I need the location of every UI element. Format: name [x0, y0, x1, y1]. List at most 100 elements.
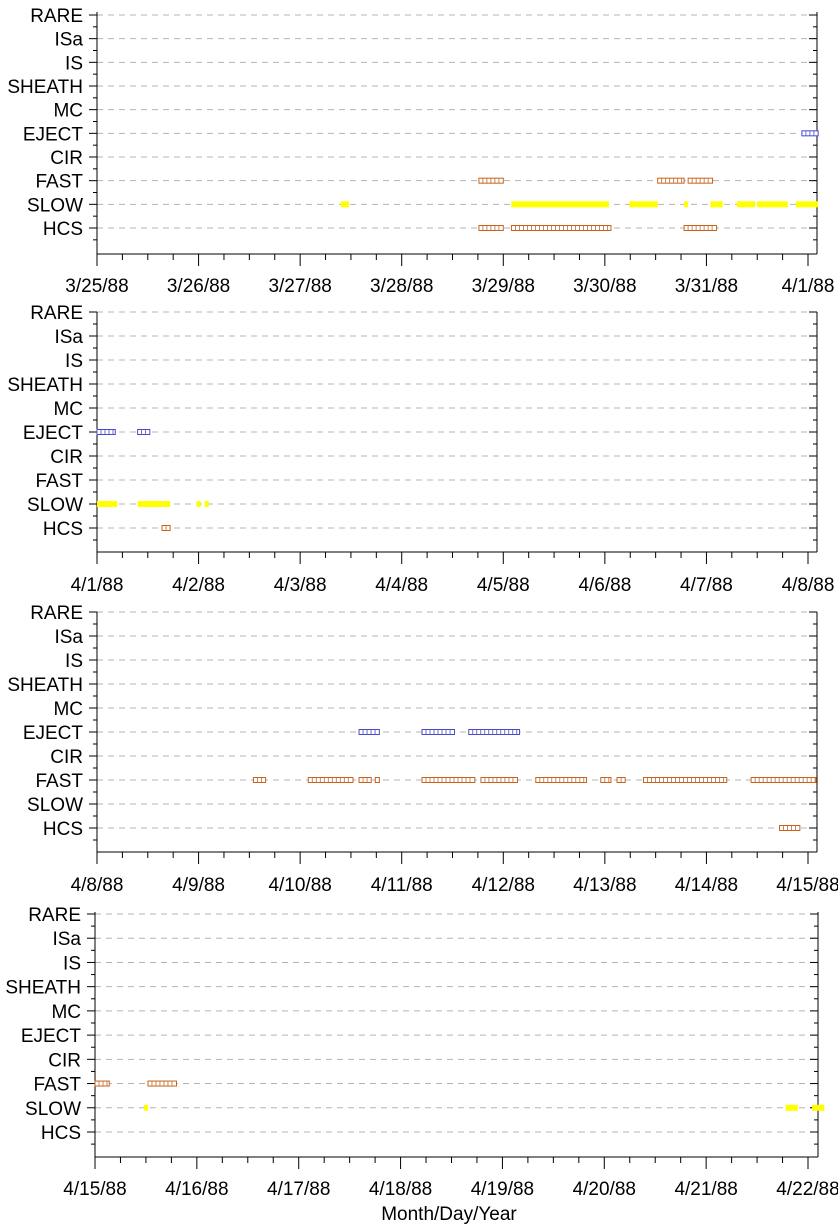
y-tick-label: FAST — [35, 172, 83, 193]
panel-3: RARE ISa IS SHEATH MC EJECT CIR FAST SLOW HCS 4/8/… — [7, 603, 838, 896]
event-mark-fast — [480, 777, 519, 783]
y-tick-label: SLOW — [27, 195, 83, 216]
x-tick-label: 3/30/88 — [573, 276, 636, 297]
x-tick-label: 4/21/88 — [674, 1179, 737, 1200]
x-tick-label: 4/15/88 — [776, 875, 838, 896]
y-tick-label: IS — [65, 351, 83, 372]
y-tick-label: HCS — [43, 219, 83, 240]
x-tick-label: 4/22/88 — [776, 1179, 838, 1200]
x-tick-label: 4/16/88 — [165, 1179, 228, 1200]
y-tick-label: MC — [53, 399, 83, 420]
y-tick-label: CIR — [48, 1050, 81, 1071]
event-mark-fast — [374, 777, 380, 783]
x-tick-label: 4/1/88 — [71, 575, 124, 596]
event-mark-eject — [137, 429, 151, 435]
event-mark-slow — [204, 501, 209, 507]
x-tick-label: 4/20/88 — [573, 1179, 636, 1200]
event-mark-hcs — [510, 225, 612, 231]
x-tick-label: 3/31/88 — [675, 276, 738, 297]
event-mark-fast — [642, 777, 728, 783]
y-tick-label: HCS — [43, 819, 83, 840]
x-tick-label: 4/5/88 — [477, 575, 530, 596]
event-mark-fast — [600, 777, 612, 783]
x-tick-label: 4/2/88 — [172, 575, 225, 596]
event-mark-eject — [96, 429, 116, 435]
x-tick-label: 4/12/88 — [472, 875, 535, 896]
panel-2: RARE ISa IS SHEATH MC EJECT CIR FAST SLOW HCS 4/1/… — [7, 303, 834, 596]
y-tick-label: FAST — [35, 771, 83, 792]
y-tick-label: ISa — [52, 929, 81, 950]
event-mark-fast — [307, 777, 354, 783]
x-tick-label: 3/28/88 — [370, 276, 433, 297]
x-tick-label: 4/6/88 — [578, 575, 631, 596]
y-tick-label: EJECT — [21, 1026, 82, 1047]
x-tick-label: 4/1/88 — [782, 276, 835, 297]
y-tick-label: RARE — [30, 6, 83, 27]
x-tick-label: 4/15/88 — [63, 1179, 126, 1200]
x-tick-label: 3/29/88 — [472, 276, 535, 297]
y-tick-label: SLOW — [25, 1099, 81, 1120]
event-mark-slow — [196, 501, 201, 507]
x-tick-label: 4/19/88 — [471, 1179, 534, 1200]
y-tick-label: RARE — [30, 303, 83, 324]
y-tick-label: SHEATH — [5, 978, 81, 999]
y-tick-label: ISa — [54, 30, 83, 51]
event-mark-fast — [94, 1080, 110, 1087]
y-tick-label: IS — [63, 953, 81, 974]
x-tick-label: 3/26/88 — [167, 276, 230, 297]
y-tick-label: FAST — [33, 1075, 81, 1096]
x-tick-label: 4/8/88 — [71, 875, 124, 896]
x-tick-label: 4/17/88 — [267, 1179, 330, 1200]
y-tick-label: IS — [65, 53, 83, 74]
y-tick-label: HCS — [41, 1123, 81, 1144]
y-tick-label: IS — [65, 651, 83, 672]
event-mark-slow — [710, 201, 723, 208]
event-mark-slow — [629, 201, 658, 208]
x-tick-label: 4/13/88 — [573, 875, 636, 896]
y-tick-label: SLOW — [27, 495, 83, 516]
event-mark-fast — [657, 177, 685, 184]
y-tick-label: FAST — [35, 471, 83, 492]
x-tick-label: 4/10/88 — [268, 875, 331, 896]
y-tick-label: SLOW — [27, 795, 83, 816]
y-tick-label: RARE — [28, 905, 81, 926]
y-tick-label: ISa — [54, 627, 83, 648]
x-tick-label: 4/14/88 — [675, 875, 738, 896]
event-mark-slow — [757, 201, 788, 208]
y-tick-label: ISa — [54, 327, 83, 348]
event-mark-slow — [736, 201, 756, 208]
y-tick-label: MC — [53, 101, 83, 122]
x-tick-label: 4/18/88 — [369, 1179, 432, 1200]
x-tick-label: 3/25/88 — [65, 276, 128, 297]
event-mark-fast — [252, 777, 267, 783]
y-tick-label: EJECT — [23, 423, 84, 444]
event-mark-slow — [795, 201, 819, 208]
event-mark-slow — [97, 501, 118, 507]
event-mark-slow — [340, 201, 349, 208]
y-tick-label: MC — [53, 699, 83, 720]
y-tick-label: EJECT — [23, 723, 84, 744]
x-tick-label: 4/9/88 — [172, 875, 225, 896]
x-tick-label: 4/4/88 — [375, 575, 428, 596]
y-tick-label: SHEATH — [7, 375, 83, 396]
y-tick-label: SHEATH — [7, 77, 83, 98]
y-tick-label: CIR — [50, 148, 83, 169]
x-tick-label: 4/3/88 — [274, 575, 327, 596]
event-mark-hcs — [779, 825, 801, 831]
y-tick-label: CIR — [50, 447, 83, 468]
event-mark-slow — [785, 1104, 798, 1111]
event-mark-eject — [468, 729, 521, 735]
event-mark-fast — [750, 777, 817, 783]
event-mark-fast — [421, 777, 476, 783]
x-tick-label: 4/7/88 — [680, 575, 733, 596]
x-tick-label: 4/8/88 — [782, 575, 835, 596]
event-mark-slow — [684, 201, 689, 208]
x-tick-label: 3/27/88 — [268, 276, 331, 297]
x-axis-label: Month/Day/Year — [381, 1204, 517, 1225]
event-mark-eject — [358, 729, 380, 735]
event-mark-fast — [535, 777, 588, 783]
event-mark-slow — [137, 501, 171, 507]
event-mark-fast — [358, 777, 372, 783]
